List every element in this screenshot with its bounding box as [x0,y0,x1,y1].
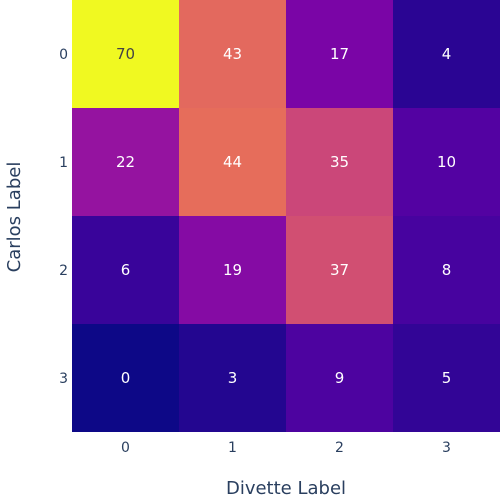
cell-value-label-r1-c0: 22 [116,153,135,171]
heatmap-cell-r2-c1 [179,216,286,324]
y-tick-label-0: 0 [59,47,68,63]
y-tick-label-1: 1 [59,155,68,171]
heatmap-cell-r3-c2 [286,324,393,432]
x-tick-label-2: 2 [335,440,344,456]
cell-value-label-r0-c0: 70 [116,45,135,63]
heatmap-cell-r0-c3 [393,0,500,108]
heatmap-cell-r2-c3 [393,216,500,324]
heatmap-cell-r1-c3 [393,108,500,216]
heatmap-cell-r3-c0 [72,324,179,432]
y-tick-label-3: 3 [59,371,68,387]
cell-value-label-r2-c3: 8 [442,261,452,279]
heatmap-cell-labels: 70 43 17 4 22 44 35 10 6 19 37 8 0 3 9 5 [116,45,456,387]
y-axis-ticks: 0 1 2 3 [59,47,68,387]
x-tick-label-0: 0 [121,440,130,456]
cell-value-label-r2-c1: 19 [223,261,242,279]
heatmap-cell-r2-c0 [72,216,179,324]
y-tick-label-2: 2 [59,263,68,279]
heatmap-cell-r0-c0 [72,0,179,108]
x-axis-title: Divette Label [226,478,346,496]
cell-value-label-r2-c2: 37 [330,261,349,279]
cell-value-label-r0-c2: 17 [330,45,349,63]
cell-value-label-r0-c1: 43 [223,45,242,63]
heatmap-cell-r0-c1 [179,0,286,108]
cell-value-label-r3-c2: 9 [335,369,345,387]
y-axis-title: Carlos Label [4,162,25,273]
cell-value-label-r0-c3: 4 [442,45,452,63]
cell-value-label-r1-c3: 10 [437,153,456,171]
heatmap-cell-r1-c1 [179,108,286,216]
x-axis-ticks: 0 1 2 3 [121,440,451,456]
x-tick-label-3: 3 [442,440,451,456]
heatmap-cell-r3-c3 [393,324,500,432]
x-tick-label-1: 1 [228,440,237,456]
cell-value-label-r2-c0: 6 [121,261,131,279]
heatmap-cells [72,0,500,432]
cell-value-label-r3-c0: 0 [121,369,131,387]
cell-value-label-r3-c1: 3 [228,369,238,387]
cell-value-label-r1-c1: 44 [223,153,242,171]
heatmap-cell-r2-c2 [286,216,393,324]
cell-value-label-r1-c2: 35 [330,153,349,171]
heatmap-cell-r0-c2 [286,0,393,108]
heatmap-cell-r3-c1 [179,324,286,432]
heatmap-cell-r1-c0 [72,108,179,216]
cell-value-label-r3-c3: 5 [442,369,452,387]
heatmap-cell-r1-c2 [286,108,393,216]
